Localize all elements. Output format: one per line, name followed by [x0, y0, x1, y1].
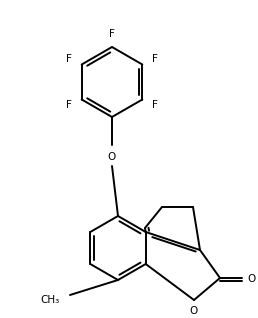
Text: F: F	[66, 53, 72, 64]
Text: F: F	[66, 100, 72, 110]
Text: F: F	[152, 53, 158, 64]
Text: F: F	[152, 100, 158, 110]
Text: O: O	[247, 274, 255, 284]
Text: O: O	[190, 306, 198, 316]
Text: O: O	[108, 152, 116, 162]
Text: F: F	[109, 29, 115, 39]
Text: CH₃: CH₃	[41, 295, 60, 305]
